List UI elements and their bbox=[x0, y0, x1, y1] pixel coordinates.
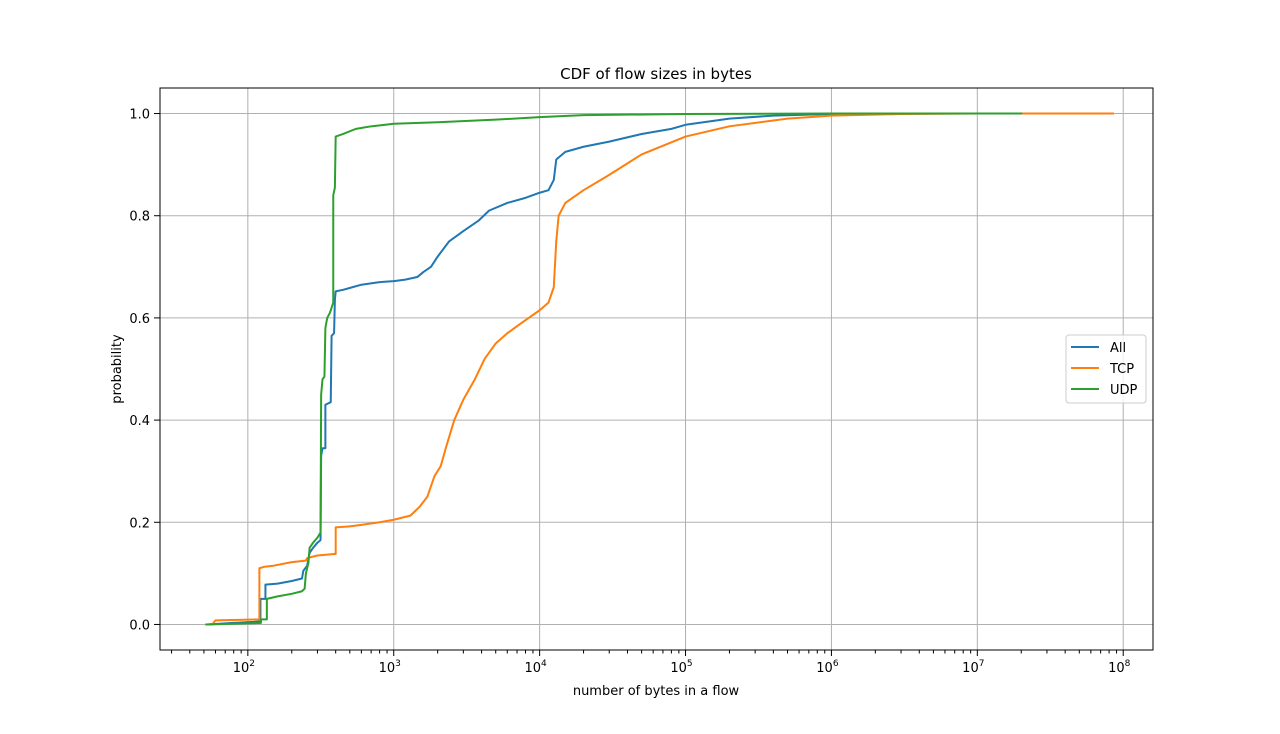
y-tick-label: 0.0 bbox=[129, 618, 150, 633]
series-line-udp bbox=[205, 112, 1023, 626]
y-tick-label: 1.0 bbox=[129, 108, 150, 123]
y-axis-label: probability bbox=[110, 334, 125, 404]
series-line-tcp bbox=[210, 112, 1114, 626]
legend-label-tcp: TCP bbox=[1109, 362, 1134, 377]
series-line-all bbox=[205, 112, 1023, 626]
legend-box bbox=[1065, 334, 1147, 404]
x-tick-label: 104 bbox=[524, 659, 547, 676]
chart-title: CDF of flow sizes in bytes bbox=[560, 65, 752, 83]
y-tick-label: 0.4 bbox=[129, 414, 150, 429]
grid bbox=[160, 88, 1153, 650]
series-layer bbox=[205, 112, 1114, 626]
y-tick-label: 0.6 bbox=[129, 312, 150, 327]
plot-frame bbox=[159, 87, 1154, 651]
x-tick-label: 107 bbox=[962, 659, 984, 676]
y-axis: 0.0 0.2 0.4 0.6 0.8 1.0 bbox=[129, 108, 160, 633]
legend-label-udp: UDP bbox=[1110, 383, 1138, 398]
y-tick-label: 0.8 bbox=[129, 210, 150, 225]
legend: All TCP UDP bbox=[1065, 334, 1147, 404]
x-tick-label: 106 bbox=[816, 659, 839, 676]
x-axis-label: number of bytes in a flow bbox=[573, 684, 740, 699]
x-axis: 102 103 104 105 106 107 108 bbox=[171, 650, 1131, 676]
x-tick-label: 102 bbox=[233, 659, 255, 676]
x-tick-label: 108 bbox=[1108, 659, 1131, 676]
x-tick-label: 105 bbox=[670, 659, 692, 676]
x-tick-label: 103 bbox=[379, 659, 401, 676]
y-tick-label: 0.2 bbox=[129, 516, 150, 531]
legend-label-all: All bbox=[1110, 341, 1126, 356]
